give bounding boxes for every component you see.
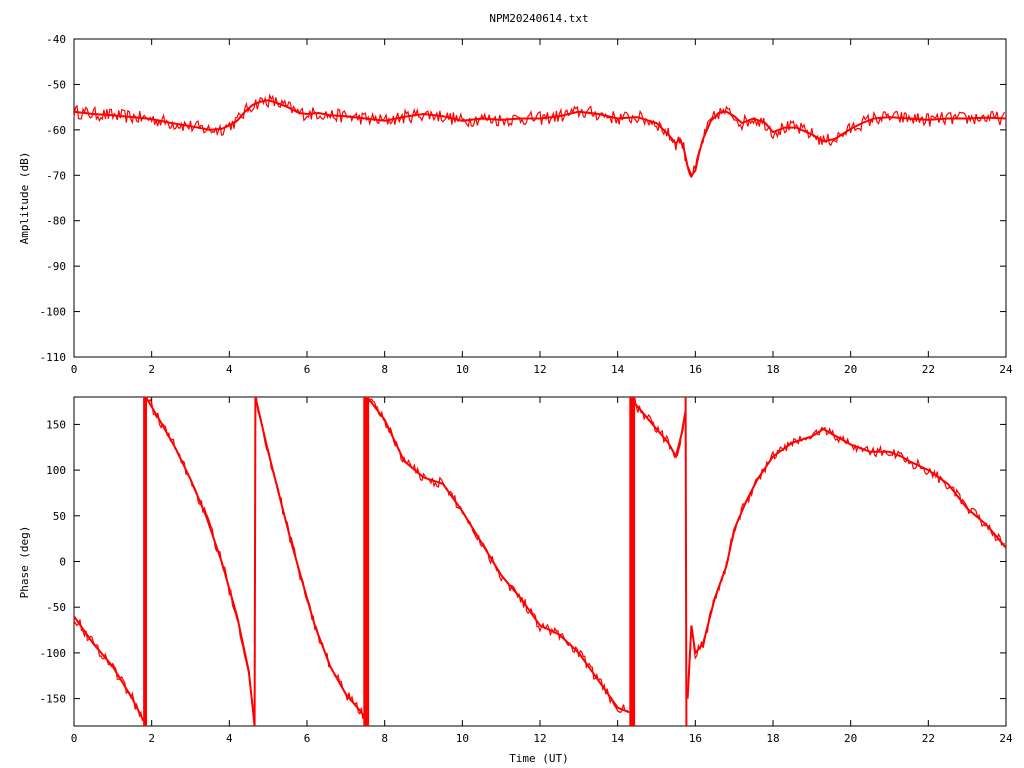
x-tick-label: 8 — [381, 363, 388, 376]
series-line — [686, 427, 1007, 699]
x-tick-label: 24 — [999, 732, 1013, 745]
x-tick-label: 6 — [304, 732, 311, 745]
phase-wrap-band — [629, 397, 636, 726]
series-noise — [255, 396, 365, 719]
time-x-axis-label: Time (UT) — [509, 752, 569, 765]
x-tick-label: 22 — [922, 732, 935, 745]
x-tick-label: 0 — [71, 732, 78, 745]
y-tick-label: -50 — [46, 601, 66, 614]
amplitude-axis-ticks: 0 2 4 6 8 10 12 14 16 18 20 22 24-40-50-60-70-80-90-… — [40, 33, 1013, 376]
x-tick-label: 0 — [71, 363, 78, 376]
x-tick-label: 20 — [844, 732, 857, 745]
y-tick-label: -70 — [46, 169, 66, 182]
x-tick-label: 2 — [148, 732, 155, 745]
x-tick-label: 18 — [766, 732, 779, 745]
y-tick-label: -150 — [40, 693, 67, 706]
phase-axis-ticks: 0 2 4 6 8 10 12 14 16 18 20 22 24150100500-50-100-15… — [40, 397, 1013, 745]
y-tick-label: -60 — [46, 124, 66, 137]
y-tick-label: -80 — [46, 215, 66, 228]
y-tick-label: -110 — [40, 351, 67, 364]
y-tick-label: 0 — [59, 556, 66, 569]
series-noise — [632, 396, 685, 459]
y-tick-label: 50 — [53, 510, 66, 523]
x-tick-label: 20 — [844, 363, 857, 376]
x-tick-label: 16 — [689, 732, 702, 745]
y-tick-label: -40 — [46, 33, 66, 46]
y-tick-label: -90 — [46, 260, 66, 273]
amplitude-plot-frame — [73, 38, 1007, 358]
series-noise — [687, 426, 1005, 697]
series-line — [255, 401, 367, 720]
x-tick-label: 14 — [611, 363, 625, 376]
amplitude-panel: Amplitude (dB) 0 2 4 6 8 10 12 14 16 18 20 22 24-40-… — [18, 33, 1013, 376]
x-tick-label: 10 — [456, 363, 469, 376]
series-noise — [73, 619, 143, 721]
x-tick-label: 18 — [766, 363, 779, 376]
x-tick-label: 2 — [148, 363, 155, 376]
amplitude-y-axis-label: Amplitude (dB) — [18, 152, 31, 245]
y-tick-label: -100 — [40, 647, 67, 660]
x-tick-label: 10 — [456, 732, 469, 745]
x-tick-label: 4 — [226, 732, 233, 745]
series-noise — [145, 398, 254, 710]
series-line — [73, 99, 1007, 178]
phase-y-axis-label: Phase (deg) — [18, 526, 31, 599]
y-tick-label: -100 — [40, 306, 67, 319]
series-noise — [367, 398, 629, 714]
x-tick-label: 8 — [381, 732, 388, 745]
y-tick-label: -50 — [46, 78, 66, 91]
x-tick-label: 6 — [304, 363, 311, 376]
x-tick-label: 24 — [999, 363, 1013, 376]
y-tick-label: 100 — [46, 464, 66, 477]
x-tick-label: 4 — [226, 363, 233, 376]
phase-wrap-band — [143, 397, 148, 726]
x-tick-label: 22 — [922, 363, 935, 376]
amplitude-series — [73, 93, 1007, 179]
phase-wrap-band — [363, 397, 370, 726]
phase-plot-frame — [73, 396, 1007, 727]
phase-series — [73, 396, 1007, 727]
chart-title: NPM20240614.txt — [489, 12, 588, 25]
y-tick-label: 150 — [46, 418, 66, 431]
phase-panel: Phase (deg) Time (UT) 0 2 4 6 8 10 12 14 16 18 20 2… — [18, 396, 1013, 765]
x-tick-label: 16 — [689, 363, 702, 376]
x-tick-label: 12 — [533, 732, 546, 745]
series-line — [144, 396, 256, 727]
x-tick-label: 12 — [533, 363, 546, 376]
series-line — [73, 615, 145, 722]
series-line — [632, 400, 687, 460]
x-tick-label: 14 — [611, 732, 625, 745]
series-noise — [73, 93, 1006, 179]
